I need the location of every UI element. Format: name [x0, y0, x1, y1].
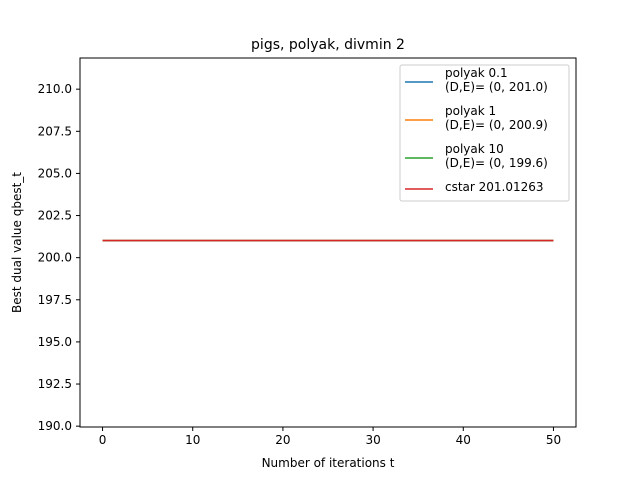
chart-title: pigs, polyak, divmin 2: [251, 37, 405, 53]
x-tick-label: 20: [275, 433, 290, 447]
y-tick-label: 200.0: [38, 251, 72, 265]
plot-frame: [79, 57, 577, 428]
y-tick-label: 205.0: [38, 166, 72, 180]
y-tick-label: 210.0: [38, 82, 72, 96]
x-tick-label: 40: [456, 433, 471, 447]
y-axis-label: Best dual value qbest_t: [10, 172, 24, 313]
legend-label-3: polyak 10: [445, 142, 504, 156]
legend-label-1: polyak 0.1: [445, 66, 508, 80]
y-tick-label: 195.0: [38, 335, 72, 349]
x-axis-ticks: 0 10 20 30 40 50: [99, 427, 561, 447]
legend-label-2: polyak 1: [445, 104, 496, 118]
y-tick-label: 207.5: [38, 124, 72, 138]
legend-detail-1: (D,E)= (0, 201.0): [445, 80, 548, 94]
y-tick-label: 190.0: [38, 419, 72, 433]
x-tick-label: 10: [185, 433, 200, 447]
legend-detail-3: (D,E)= (0, 199.6): [445, 156, 548, 170]
x-axis-label: Number of iterations t: [262, 456, 395, 470]
y-tick-label: 192.5: [38, 377, 72, 391]
legend: polyak 0.1(D,E)= (0, 201.0)polyak 1(D,E)…: [399, 64, 570, 202]
legend-entries: polyak 0.1(D,E)= (0, 201.0)polyak 1(D,E)…: [405, 66, 548, 194]
x-tick-label: 0: [99, 433, 107, 447]
x-tick-label: 30: [365, 433, 380, 447]
y-tick-label: 197.5: [38, 293, 72, 307]
legend-detail-2: (D,E)= (0, 200.9): [445, 118, 548, 132]
y-axis-ticks: 190.0 192.5 195.0 197.5 200.0 202.5 205.0 207.5…: [38, 82, 80, 433]
legend-label-4: cstar 201.01263: [445, 180, 544, 194]
legend-box: [399, 64, 570, 202]
y-tick-label: 202.5: [38, 209, 72, 223]
x-tick-label: 50: [546, 433, 561, 447]
